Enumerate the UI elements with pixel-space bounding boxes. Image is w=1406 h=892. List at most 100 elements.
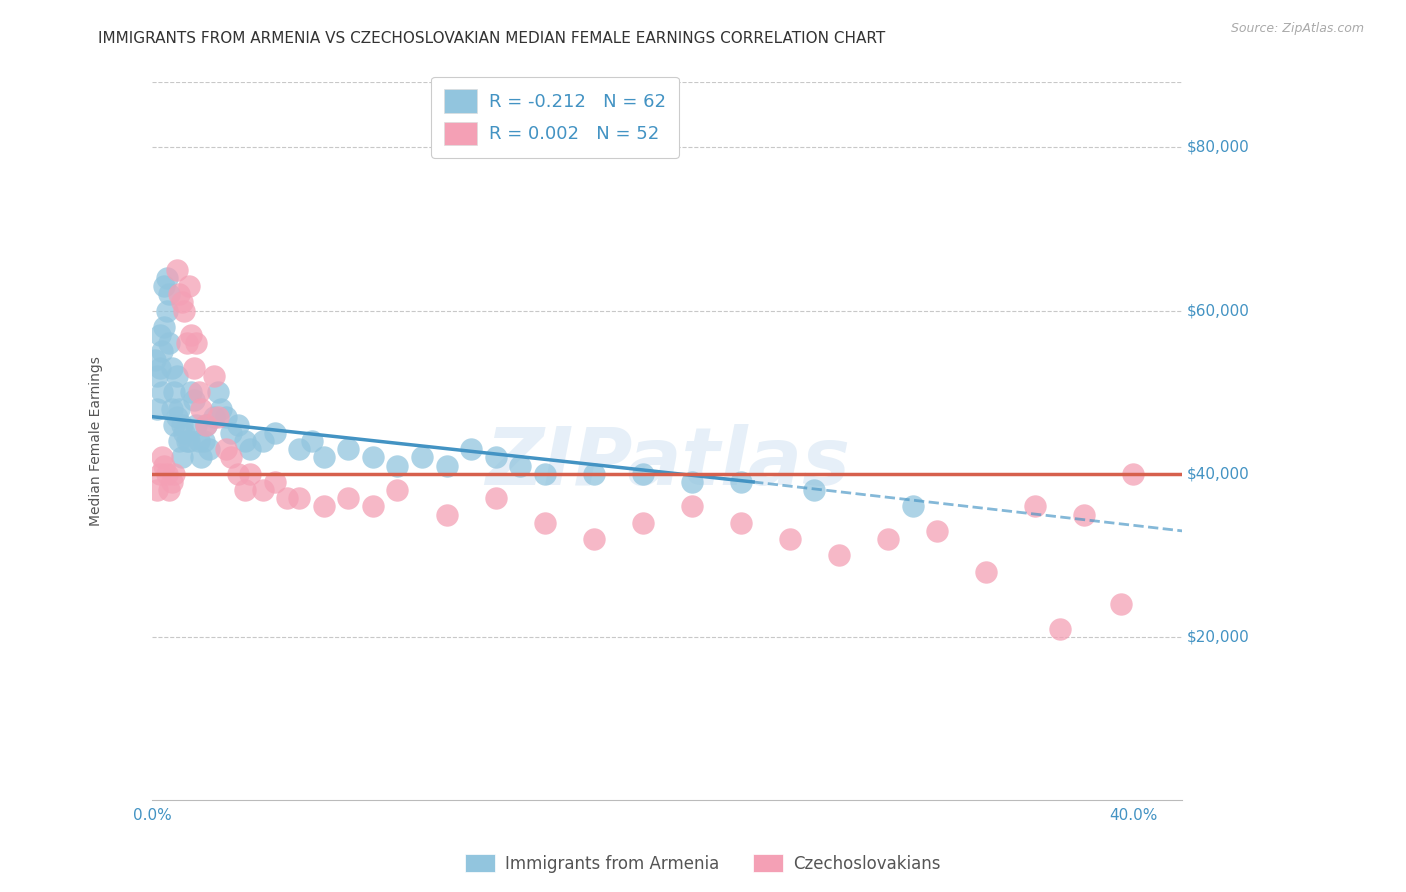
Point (411, 450, 433, 465)
Point (163, 385, 186, 400)
Point (252, 483, 274, 497)
Point (166, 262, 188, 277)
Point (195, 417, 218, 432)
Point (239, 467, 262, 481)
Point (631, 467, 654, 481)
Point (186, 417, 208, 432)
Point (288, 442, 311, 457)
Point (387, 458, 409, 473)
Point (533, 467, 555, 481)
Point (582, 532, 605, 546)
Point (146, 368, 169, 383)
Point (150, 450, 173, 465)
Point (190, 401, 212, 416)
Point (197, 442, 219, 457)
Point (235, 434, 257, 449)
Point (361, 500, 384, 514)
Legend: Immigrants from Armenia, Czechoslovakians: Immigrants from Armenia, Czechoslovakian… (458, 847, 948, 880)
Point (263, 475, 285, 489)
Point (160, 475, 183, 489)
Point (173, 303, 195, 318)
Point (288, 491, 311, 506)
Point (173, 425, 195, 440)
Point (170, 295, 193, 310)
Point (901, 500, 924, 514)
Point (167, 287, 190, 301)
Point (166, 368, 188, 383)
Point (183, 393, 205, 408)
Point (974, 565, 997, 579)
Point (176, 434, 198, 449)
Point (157, 287, 180, 301)
Point (166, 409, 188, 424)
Point (180, 328, 202, 343)
Point (202, 368, 225, 383)
Point (195, 417, 218, 432)
Point (219, 425, 242, 440)
Point (167, 434, 190, 449)
Point (156, 271, 179, 285)
Point (157, 483, 180, 497)
Point (436, 458, 458, 473)
Point (176, 336, 198, 351)
Text: $40,000: $40,000 (1187, 467, 1250, 482)
Point (153, 279, 176, 293)
Point (149, 467, 172, 481)
Point (207, 409, 229, 424)
Point (146, 401, 169, 416)
Point (361, 450, 384, 465)
Point (1109, 597, 1132, 611)
Point (312, 500, 335, 514)
Point (1024, 500, 1046, 514)
Point (219, 450, 242, 465)
Point (301, 434, 323, 449)
Point (190, 450, 212, 465)
Point (143, 352, 166, 367)
Point (235, 483, 257, 497)
Point (582, 467, 605, 481)
Point (484, 491, 506, 506)
Point (215, 442, 238, 457)
Text: $60,000: $60,000 (1187, 303, 1250, 318)
Point (153, 458, 176, 473)
Point (209, 401, 232, 416)
Point (163, 417, 186, 432)
Point (187, 434, 209, 449)
Point (160, 360, 183, 375)
Text: ZIPatlas: ZIPatlas (485, 424, 849, 501)
Point (730, 475, 752, 489)
Point (153, 320, 176, 334)
Point (681, 500, 703, 514)
Point (436, 508, 458, 522)
Point (156, 303, 179, 318)
Point (263, 425, 285, 440)
Point (149, 328, 172, 343)
Point (167, 401, 190, 416)
Point (460, 442, 482, 457)
Point (730, 516, 752, 530)
Point (803, 483, 825, 497)
Point (387, 483, 409, 497)
Point (337, 442, 360, 457)
Point (631, 516, 654, 530)
Point (1049, 622, 1071, 636)
Text: Median Female Earnings: Median Female Earnings (89, 356, 103, 526)
Point (183, 360, 205, 375)
Point (226, 467, 249, 481)
Point (157, 336, 180, 351)
Point (828, 549, 851, 563)
Point (202, 409, 225, 424)
Point (193, 434, 215, 449)
Point (226, 417, 249, 432)
Text: IMMIGRANTS FROM ARMENIA VS CZECHOSLOVAKIAN MEDIAN FEMALE EARNINGS CORRELATION CH: IMMIGRANTS FROM ARMENIA VS CZECHOSLOVAKI… (98, 31, 886, 46)
Point (509, 458, 531, 473)
Point (163, 467, 186, 481)
Point (925, 524, 948, 538)
Point (177, 279, 200, 293)
Point (484, 450, 506, 465)
Point (149, 360, 172, 375)
Point (160, 401, 183, 416)
Legend: R = -0.212   N = 62, R = 0.002   N = 52: R = -0.212 N = 62, R = 0.002 N = 52 (432, 77, 679, 158)
Text: Source: ZipAtlas.com: Source: ZipAtlas.com (1230, 22, 1364, 36)
Text: $80,000: $80,000 (1187, 140, 1250, 155)
